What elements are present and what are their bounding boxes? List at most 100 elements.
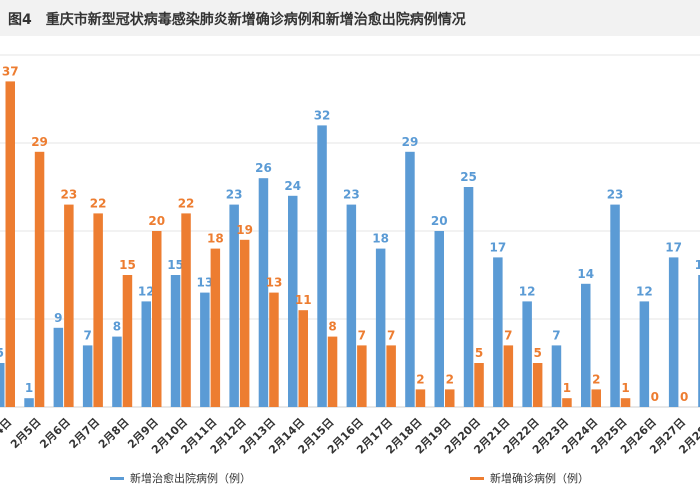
data-label-discharged: 26 bbox=[255, 161, 272, 175]
x-tick-label: 2月6日 bbox=[37, 416, 73, 452]
bar-discharged bbox=[317, 125, 327, 408]
data-label-confirmed: 37 bbox=[2, 64, 19, 78]
data-label-discharged: 24 bbox=[284, 179, 301, 193]
data-label-confirmed: 13 bbox=[266, 276, 283, 290]
data-label-confirmed: 5 bbox=[475, 346, 483, 360]
legend-label-confirmed: 新增确诊病例（例） bbox=[490, 472, 589, 485]
data-label-discharged: 32 bbox=[314, 108, 331, 122]
data-label-discharged: 18 bbox=[372, 232, 389, 246]
bar-discharged bbox=[434, 231, 444, 407]
data-label-discharged: 8 bbox=[113, 320, 121, 334]
data-label-discharged: 5 bbox=[0, 346, 4, 360]
bar-confirmed bbox=[386, 345, 396, 407]
data-label-discharged: 13 bbox=[196, 276, 213, 290]
bar-discharged bbox=[112, 336, 122, 407]
data-label-discharged: 9 bbox=[54, 311, 62, 325]
data-label-confirmed: 0 bbox=[651, 390, 659, 404]
data-label-confirmed: 15 bbox=[119, 258, 136, 272]
data-label-confirmed: 2 bbox=[416, 372, 424, 386]
bar-confirmed bbox=[152, 231, 162, 407]
bar-confirmed bbox=[562, 398, 572, 407]
bar-confirmed bbox=[591, 389, 601, 407]
bar-discharged bbox=[288, 195, 298, 407]
x-tick-label: 2月7日 bbox=[67, 416, 103, 452]
data-label-confirmed: 8 bbox=[328, 320, 336, 334]
bar-discharged bbox=[82, 345, 93, 407]
data-label-confirmed: 0 bbox=[680, 390, 688, 404]
bar-discharged bbox=[346, 204, 357, 407]
bar-discharged bbox=[405, 151, 415, 407]
bar-discharged bbox=[581, 283, 591, 407]
bar-discharged bbox=[141, 301, 151, 407]
data-label-confirmed: 22 bbox=[178, 196, 195, 210]
data-label-discharged: 12 bbox=[519, 284, 536, 298]
bar-discharged bbox=[610, 204, 620, 407]
data-label-discharged: 17 bbox=[665, 240, 682, 254]
data-label-discharged: 20 bbox=[431, 214, 448, 228]
chart-title: 图4 重庆市新型冠状病毒感染肺炎新增确诊病例和新增治愈出院病例情况 bbox=[8, 12, 466, 28]
data-label-confirmed: 5 bbox=[533, 346, 541, 360]
data-label-confirmed: 7 bbox=[387, 328, 395, 342]
bar-discharged bbox=[375, 248, 386, 407]
data-label-confirmed: 29 bbox=[31, 135, 48, 149]
bar-discharged bbox=[698, 275, 700, 407]
data-label-confirmed: 7 bbox=[358, 328, 366, 342]
bar-confirmed bbox=[532, 363, 543, 407]
data-label-discharged: 15 bbox=[167, 258, 184, 272]
bar-discharged bbox=[463, 187, 474, 407]
bar-confirmed bbox=[620, 398, 631, 407]
data-label-discharged: 12 bbox=[138, 284, 155, 298]
bar-discharged bbox=[493, 257, 503, 407]
bar-confirmed bbox=[64, 204, 74, 407]
data-label-confirmed: 18 bbox=[207, 232, 224, 246]
legend: 新增治愈出院病例（例） 新增确诊病例（例） bbox=[0, 470, 700, 492]
data-label-discharged: 12 bbox=[636, 284, 653, 298]
bar-discharged bbox=[551, 345, 562, 407]
legend-label-discharged: 新增治愈出院病例（例） bbox=[130, 472, 251, 485]
data-label-discharged: 14 bbox=[577, 267, 594, 281]
data-label-discharged: 23 bbox=[607, 188, 624, 202]
bar-discharged bbox=[522, 301, 532, 407]
data-label-confirmed: 22 bbox=[90, 196, 107, 210]
data-label-discharged: 25 bbox=[460, 170, 477, 184]
bar-discharged bbox=[0, 363, 5, 407]
bar-confirmed bbox=[445, 389, 455, 407]
bar-confirmed bbox=[327, 336, 338, 407]
x-tick-label: 2月5日 bbox=[8, 416, 44, 452]
data-label-confirmed: 2 bbox=[446, 372, 454, 386]
bar-discharged bbox=[200, 292, 210, 407]
bar-confirmed bbox=[210, 248, 221, 407]
bar-discharged bbox=[53, 327, 64, 407]
legend-item-discharged: 新增治愈出院病例（例） bbox=[110, 470, 251, 486]
bar-confirmed bbox=[269, 292, 279, 407]
bar-discharged bbox=[639, 301, 650, 407]
data-label-discharged: 29 bbox=[402, 135, 419, 149]
data-label-discharged: 17 bbox=[489, 240, 506, 254]
bar-confirmed bbox=[415, 389, 426, 407]
data-label-confirmed: 7 bbox=[504, 328, 512, 342]
data-label-discharged: 15 bbox=[695, 258, 700, 272]
bar-confirmed bbox=[122, 275, 133, 407]
data-label-confirmed: 23 bbox=[60, 188, 77, 202]
data-label-confirmed: 1 bbox=[621, 381, 629, 395]
bar-confirmed bbox=[181, 213, 191, 407]
title-bar: 图4 重庆市新型冠状病毒感染肺炎新增确诊病例和新增治愈出院病例情况 bbox=[0, 0, 700, 36]
bar-discharged bbox=[170, 275, 181, 407]
legend-swatch-discharged bbox=[110, 476, 124, 480]
data-label-discharged: 23 bbox=[226, 188, 243, 202]
bar-confirmed bbox=[5, 81, 15, 408]
data-label-confirmed: 20 bbox=[148, 214, 165, 228]
bar-confirmed bbox=[298, 310, 308, 407]
data-label-confirmed: 19 bbox=[236, 223, 253, 237]
bar-discharged bbox=[668, 257, 679, 407]
bar-discharged bbox=[258, 178, 269, 407]
data-label-discharged: 23 bbox=[343, 188, 360, 202]
bar-confirmed bbox=[239, 239, 250, 407]
data-label-discharged: 1 bbox=[25, 381, 33, 395]
x-tick-label: 2月8日 bbox=[96, 416, 132, 452]
bar-confirmed bbox=[357, 345, 367, 407]
bar-discharged bbox=[229, 204, 239, 407]
data-label-confirmed: 1 bbox=[563, 381, 571, 395]
bar-confirmed bbox=[34, 151, 45, 407]
